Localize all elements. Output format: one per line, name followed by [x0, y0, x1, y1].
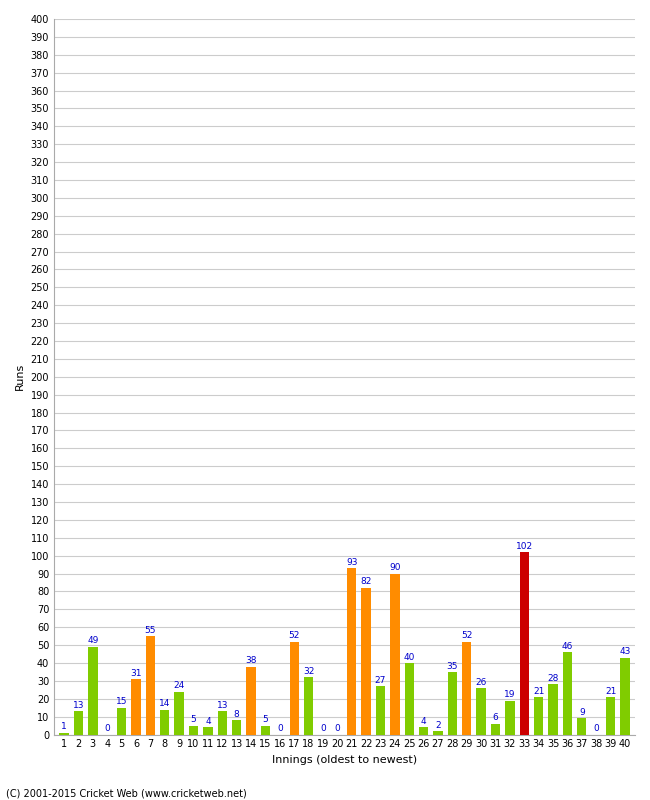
Text: 38: 38	[245, 656, 257, 665]
Bar	[563, 652, 572, 734]
Bar	[606, 697, 616, 734]
Text: 14: 14	[159, 699, 170, 708]
Text: 32: 32	[303, 667, 314, 676]
Text: 82: 82	[360, 578, 372, 586]
Bar	[419, 727, 428, 734]
Text: 4: 4	[421, 717, 426, 726]
Bar	[232, 720, 241, 734]
Bar	[246, 666, 255, 734]
Text: 55: 55	[145, 626, 156, 634]
Text: 35: 35	[447, 662, 458, 670]
Bar	[549, 685, 558, 734]
Bar	[117, 708, 126, 734]
Bar	[203, 727, 213, 734]
Bar	[462, 642, 471, 734]
Bar	[476, 688, 486, 734]
Text: 40: 40	[404, 653, 415, 662]
Bar	[361, 588, 370, 734]
Text: 52: 52	[461, 631, 473, 640]
Bar	[448, 672, 457, 734]
Text: 19: 19	[504, 690, 515, 699]
Text: 24: 24	[174, 682, 185, 690]
Bar	[146, 636, 155, 734]
Text: (C) 2001-2015 Cricket Web (www.cricketweb.net): (C) 2001-2015 Cricket Web (www.cricketwe…	[6, 789, 247, 798]
Bar	[620, 658, 630, 734]
Text: 28: 28	[547, 674, 559, 683]
Bar	[347, 568, 356, 734]
Bar	[59, 733, 69, 734]
Bar	[577, 718, 586, 734]
Bar	[218, 711, 227, 734]
Bar	[434, 731, 443, 734]
Text: 27: 27	[375, 676, 386, 685]
Text: 26: 26	[475, 678, 487, 686]
Bar	[174, 692, 184, 734]
Text: 102: 102	[515, 542, 533, 550]
Text: 0: 0	[320, 724, 326, 733]
Text: 5: 5	[263, 715, 268, 724]
Bar	[131, 679, 140, 734]
Text: 90: 90	[389, 563, 400, 572]
Text: 8: 8	[234, 710, 240, 719]
Text: 15: 15	[116, 698, 127, 706]
Y-axis label: Runs: Runs	[15, 363, 25, 390]
Text: 0: 0	[105, 724, 110, 733]
Bar	[404, 663, 414, 734]
Bar	[304, 678, 313, 734]
Text: 0: 0	[593, 724, 599, 733]
Bar	[289, 642, 299, 734]
Bar	[88, 647, 98, 734]
Text: 21: 21	[533, 686, 544, 695]
Text: 13: 13	[216, 701, 228, 710]
Bar	[505, 701, 515, 734]
Text: 52: 52	[289, 631, 300, 640]
Bar	[261, 726, 270, 734]
Text: 49: 49	[87, 637, 99, 646]
Text: 6: 6	[493, 714, 499, 722]
Text: 46: 46	[562, 642, 573, 651]
Bar	[534, 697, 543, 734]
Bar	[491, 724, 500, 734]
Text: 0: 0	[277, 724, 283, 733]
Text: 13: 13	[73, 701, 84, 710]
Bar	[189, 726, 198, 734]
Text: 0: 0	[335, 724, 340, 733]
Text: 31: 31	[130, 669, 142, 678]
Text: 4: 4	[205, 717, 211, 726]
Bar	[519, 552, 529, 734]
Bar	[160, 710, 170, 734]
Text: 5: 5	[190, 715, 196, 724]
Text: 9: 9	[579, 708, 584, 717]
Text: 93: 93	[346, 558, 358, 566]
X-axis label: Innings (oldest to newest): Innings (oldest to newest)	[272, 755, 417, 765]
Text: 21: 21	[605, 686, 616, 695]
Bar	[390, 574, 400, 734]
Text: 43: 43	[619, 647, 630, 656]
Text: 1: 1	[61, 722, 67, 731]
Bar	[376, 686, 385, 734]
Text: 2: 2	[436, 721, 441, 730]
Bar	[74, 711, 83, 734]
